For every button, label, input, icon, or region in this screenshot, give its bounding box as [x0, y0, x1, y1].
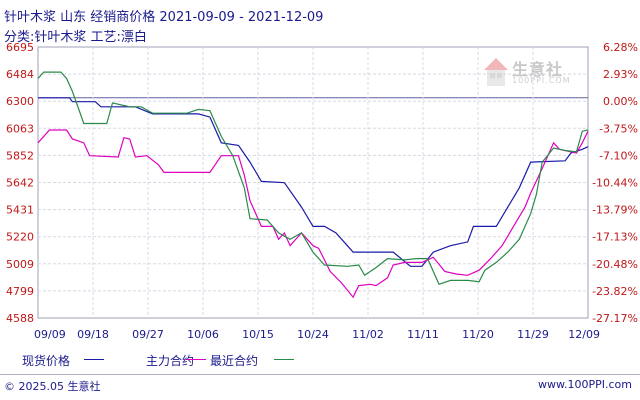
y-tick-label-left: 4588: [6, 312, 34, 325]
legend-swatch-main: [186, 359, 206, 360]
y-tick-label-right: -13.79%: [592, 204, 638, 217]
y-tick-label-right: -23.82%: [592, 285, 638, 298]
legend-swatch-spot: [84, 359, 104, 360]
footer-copyright: © 2025.05 生意社: [4, 380, 101, 393]
y-tick-label-left: 5642: [6, 177, 34, 190]
y-tick-label-right: -7.10%: [599, 149, 638, 162]
legend-label-main: 主力合约: [146, 354, 195, 368]
legend-label-nearest: 最近合约: [210, 354, 259, 368]
y-tick-label-right: -27.17%: [592, 312, 638, 325]
y-tick-label-left: 5009: [6, 258, 34, 271]
x-tick-label: 10/24: [297, 328, 329, 341]
y-tick-label-right: -10.44%: [592, 177, 638, 190]
x-tick-label: 12/09: [568, 328, 600, 341]
x-tick-label: 09/27: [132, 328, 164, 341]
x-tick-label: 11/20: [462, 328, 494, 341]
x-tick-label: 10/06: [187, 328, 219, 341]
legend-label-spot: 现货价格: [22, 354, 71, 368]
y-tick-label-left: 6063: [6, 122, 34, 135]
y-tick-label-right: 2.93%: [603, 68, 638, 81]
y-tick-label-left: 4799: [6, 285, 34, 298]
y-tick-label-right: 6.28%: [603, 41, 638, 54]
chart-title: 针叶木浆 山东 经销商价格 2021-09-09 - 2021-12-09: [4, 10, 324, 25]
x-tick-label: 10/15: [242, 328, 274, 341]
y-tick-label-left: 6484: [6, 68, 34, 81]
x-tick-label: 11/02: [352, 328, 384, 341]
series-line-2: [37, 71, 589, 286]
legend-swatch-nearest: [274, 359, 294, 360]
y-tick-label-left: 6695: [6, 41, 34, 54]
y-tick-label-left: 5852: [6, 149, 34, 162]
y-tick-label-left: 6300: [6, 95, 34, 108]
x-tick-label: 09/18: [77, 328, 109, 341]
y-tick-label-right: 0.00%: [603, 95, 638, 108]
y-tick-label-left: 5220: [6, 231, 34, 244]
footer-website: www.100PPI.com: [538, 378, 632, 391]
x-tick-label: 09/09: [34, 328, 66, 341]
series-line-0: [38, 97, 589, 267]
y-tick-label-right: -17.13%: [592, 231, 638, 244]
watermark-subtext: 100PPI.COM: [512, 76, 571, 85]
y-tick-label-right: -20.48%: [592, 258, 638, 271]
y-tick-label-left: 5431: [6, 204, 34, 217]
footer-divider: [0, 374, 640, 375]
x-tick-label: 11/11: [407, 328, 439, 341]
y-tick-label-right: -3.75%: [599, 122, 638, 135]
chart-subtitle: 分类:针叶木浆 工艺:漂白: [4, 30, 147, 45]
series-line-1: [37, 129, 589, 299]
x-tick-label: 11/29: [517, 328, 549, 341]
